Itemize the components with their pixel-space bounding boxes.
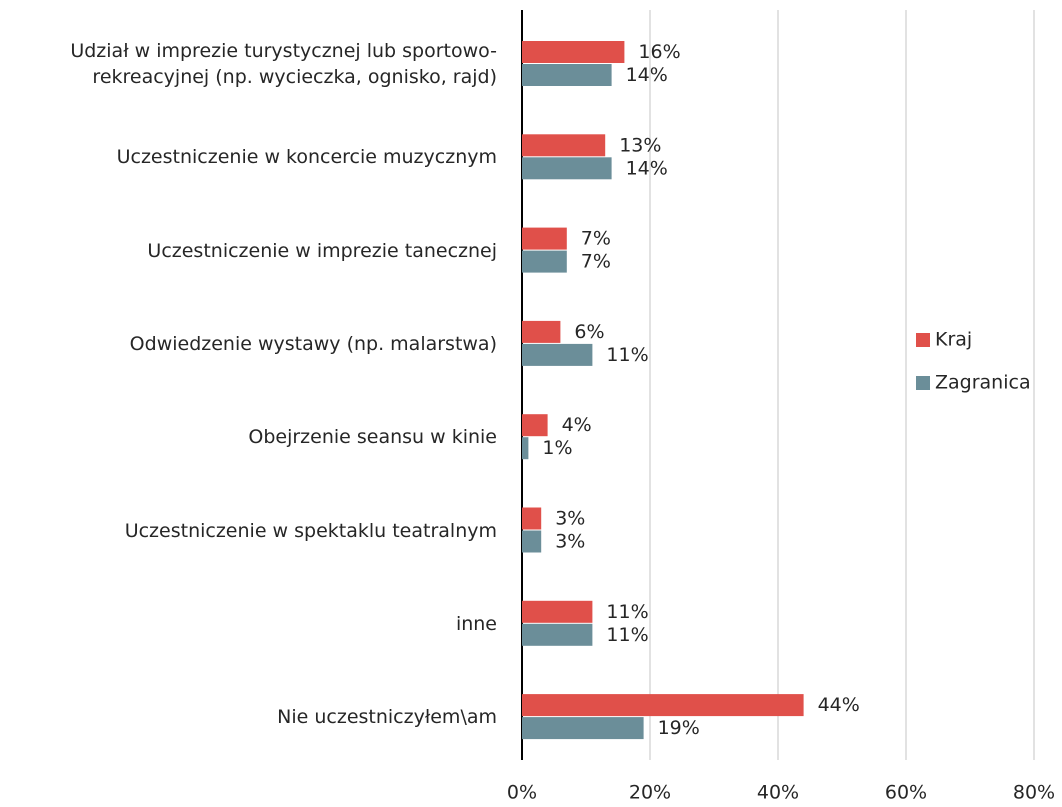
value-label: 11%: [606, 624, 648, 646]
bar: [522, 41, 625, 63]
category-label: Obejrzenie seansu w kinie: [248, 426, 497, 449]
category-label: Udział w imprezie turystycznej lub sport…: [70, 40, 497, 88]
bar: [522, 64, 612, 86]
bar: [522, 320, 561, 343]
category-label: Nie uczestniczyłem\am: [277, 706, 497, 729]
legend-label: Zagranica: [935, 372, 1031, 394]
value-label: 19%: [658, 717, 700, 739]
value-label: 4%: [562, 414, 592, 436]
value-label: 14%: [626, 64, 668, 86]
value-label: 3%: [555, 531, 585, 553]
value-label: 7%: [581, 251, 611, 273]
bar: [522, 530, 542, 553]
bar: [522, 134, 606, 157]
legend-swatch: [916, 333, 930, 347]
bar: [522, 507, 542, 530]
bar: [522, 157, 612, 180]
value-label: 16%: [638, 41, 680, 63]
bar: [522, 717, 644, 740]
bar: [522, 414, 548, 437]
value-label: 1%: [542, 437, 572, 459]
value-label: 11%: [606, 601, 648, 623]
bar: [522, 694, 804, 717]
value-label: 13%: [619, 134, 661, 156]
category-label: inne: [455, 612, 497, 635]
x-tick-label: 40%: [757, 782, 799, 804]
category-label: Uczestniczenie w spektaklu teatralnym: [124, 519, 497, 542]
value-label: 14%: [626, 157, 668, 179]
bar: [522, 623, 593, 646]
category-label: Odwiedzenie wystawy (np. malarstwa): [129, 332, 497, 355]
x-tick-label: 80%: [1013, 782, 1055, 804]
bar: [522, 437, 529, 460]
bar: [522, 600, 593, 623]
value-label: 7%: [581, 228, 611, 250]
x-tick-label: 20%: [629, 782, 671, 804]
bar: [522, 250, 567, 273]
legend-swatch: [916, 376, 930, 390]
value-label: 44%: [818, 694, 860, 716]
bar: [522, 227, 567, 250]
value-label: 6%: [574, 321, 604, 343]
bar: [522, 343, 593, 366]
category-label: Uczestniczenie w imprezie tanecznej: [147, 239, 497, 262]
category-label: Uczestniczenie w koncercie muzycznym: [116, 146, 497, 169]
x-tick-label: 60%: [885, 782, 927, 804]
value-label: 11%: [606, 344, 648, 366]
x-tick-label: 0%: [507, 782, 537, 804]
value-label: 3%: [555, 508, 585, 530]
legend-label: Kraj: [935, 329, 972, 351]
